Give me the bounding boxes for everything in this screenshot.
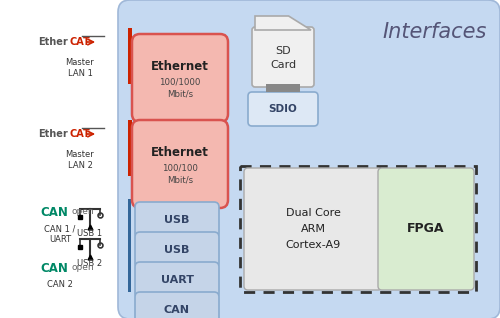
Bar: [266, 84, 300, 92]
FancyBboxPatch shape: [244, 168, 382, 290]
Text: CAN: CAN: [40, 205, 68, 218]
FancyBboxPatch shape: [248, 92, 318, 126]
Text: 100/1000
Mbit/s: 100/1000 Mbit/s: [160, 78, 200, 98]
Text: 100/100
Mbit/s: 100/100 Mbit/s: [162, 163, 198, 184]
Text: open: open: [71, 208, 94, 217]
Text: Ethernet: Ethernet: [151, 59, 209, 73]
Polygon shape: [255, 16, 311, 30]
Bar: [128, 233, 131, 269]
Text: Interfaces: Interfaces: [382, 22, 487, 42]
Text: CAN 1 /
UART: CAN 1 / UART: [44, 224, 76, 244]
Text: SD
Card: SD Card: [270, 46, 296, 70]
FancyBboxPatch shape: [135, 292, 219, 318]
Text: USB: USB: [164, 245, 190, 255]
Text: FPGA: FPGA: [407, 223, 445, 236]
Text: USB: USB: [164, 215, 190, 225]
Text: CAN 2: CAN 2: [47, 280, 73, 289]
Bar: [128, 203, 131, 239]
Text: Dual Core
ARM
Cortex-A9: Dual Core ARM Cortex-A9: [286, 208, 341, 250]
Bar: [128, 264, 131, 292]
Text: Master
LAN 2: Master LAN 2: [66, 150, 94, 170]
Text: UART: UART: [160, 275, 194, 285]
Text: CAT: CAT: [69, 37, 90, 47]
Text: CAN: CAN: [164, 305, 190, 315]
FancyBboxPatch shape: [132, 120, 228, 208]
Text: CAT: CAT: [69, 129, 90, 139]
Text: USB 1: USB 1: [78, 229, 102, 238]
FancyBboxPatch shape: [135, 202, 219, 238]
Text: open: open: [71, 264, 94, 273]
Text: SDIO: SDIO: [268, 104, 298, 114]
Bar: [128, 120, 132, 176]
FancyBboxPatch shape: [132, 34, 228, 122]
Bar: [128, 199, 131, 245]
Text: CAN: CAN: [40, 261, 68, 274]
Text: Ether: Ether: [38, 37, 68, 47]
FancyBboxPatch shape: [135, 262, 219, 298]
FancyBboxPatch shape: [118, 0, 500, 318]
FancyBboxPatch shape: [135, 232, 219, 268]
Text: Ether: Ether: [38, 129, 68, 139]
FancyBboxPatch shape: [378, 168, 474, 290]
Text: Master
LAN 1: Master LAN 1: [66, 58, 94, 78]
Text: USB 2: USB 2: [78, 259, 102, 268]
FancyBboxPatch shape: [252, 27, 314, 87]
Text: Ethernet: Ethernet: [151, 146, 209, 158]
Bar: [128, 28, 132, 84]
